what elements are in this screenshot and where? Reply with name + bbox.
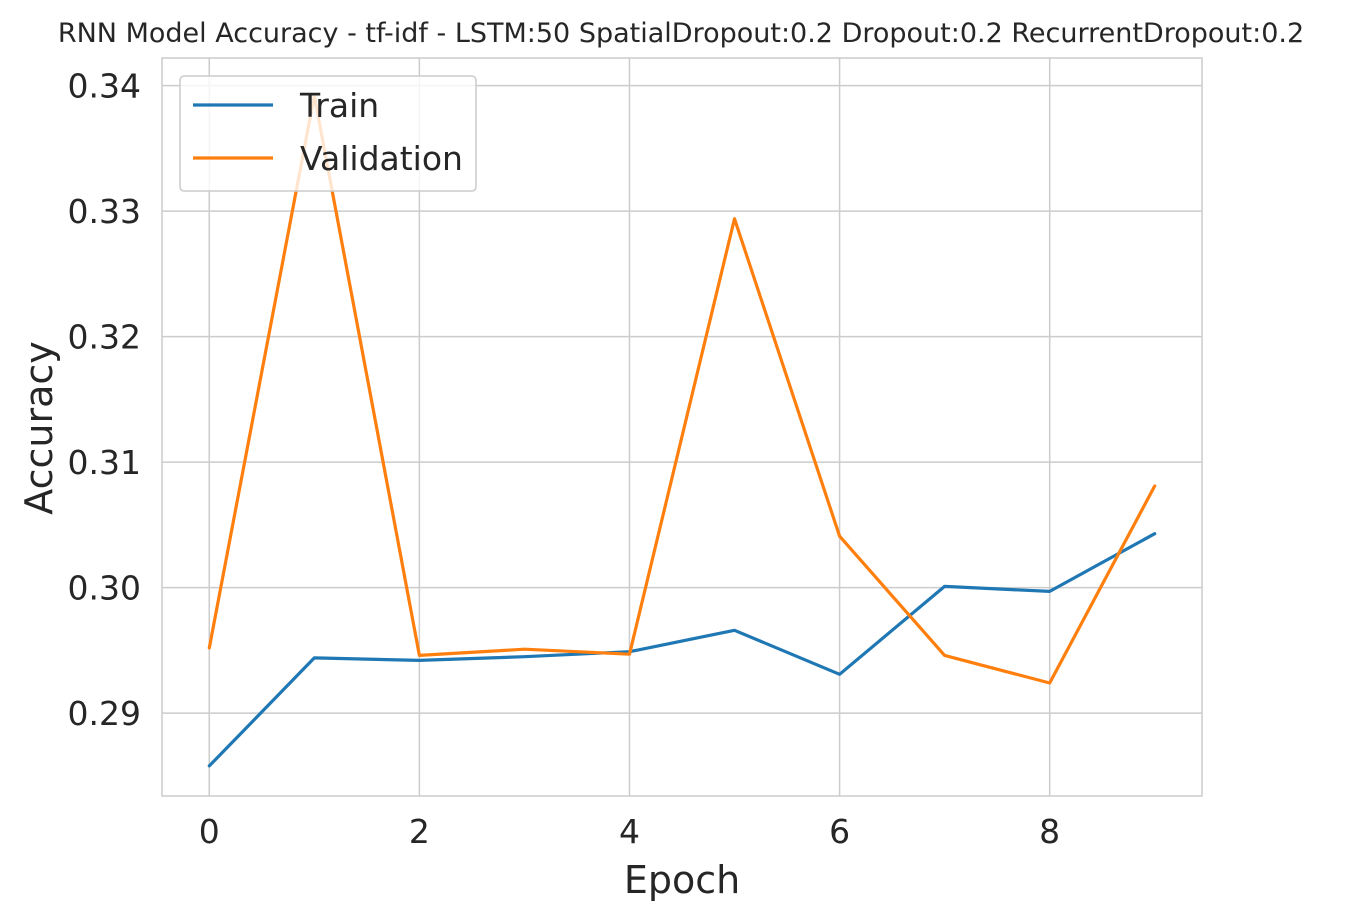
y-tick-label: 0.32 — [68, 318, 141, 357]
y-tick-label: 0.34 — [68, 67, 141, 106]
chart-title: RNN Model Accuracy - tf-idf - LSTM:50 Sp… — [58, 18, 1304, 49]
x-tick-label: 2 — [409, 812, 430, 851]
x-tick-label: 0 — [199, 812, 220, 851]
legend-label-validation: Validation — [300, 139, 463, 178]
x-tick-label: 4 — [619, 812, 640, 851]
x-axis-label: Epoch — [624, 858, 740, 902]
legend-label-train: Train — [299, 86, 379, 125]
y-tick-label: 0.33 — [68, 192, 141, 231]
y-axis-label: Accuracy — [17, 341, 61, 515]
y-tick-label: 0.31 — [68, 443, 141, 482]
series-line-train — [207, 532, 1157, 768]
x-tick-labels: 0 2 4 6 8 — [199, 812, 1060, 851]
x-tick-label: 6 — [829, 812, 850, 851]
legend: Train Validation — [179, 75, 477, 192]
series-line-validation — [207, 94, 1157, 685]
y-tick-labels: 0.29 0.30 0.31 0.32 0.33 0.34 — [68, 67, 141, 734]
y-tick-label: 0.30 — [68, 569, 141, 608]
x-tick-label: 8 — [1039, 812, 1060, 851]
legend-items: Train Validation — [193, 86, 463, 178]
plot-area-frame — [161, 57, 1203, 797]
series-lines — [207, 94, 1157, 768]
y-tick-label: 0.29 — [68, 694, 141, 733]
